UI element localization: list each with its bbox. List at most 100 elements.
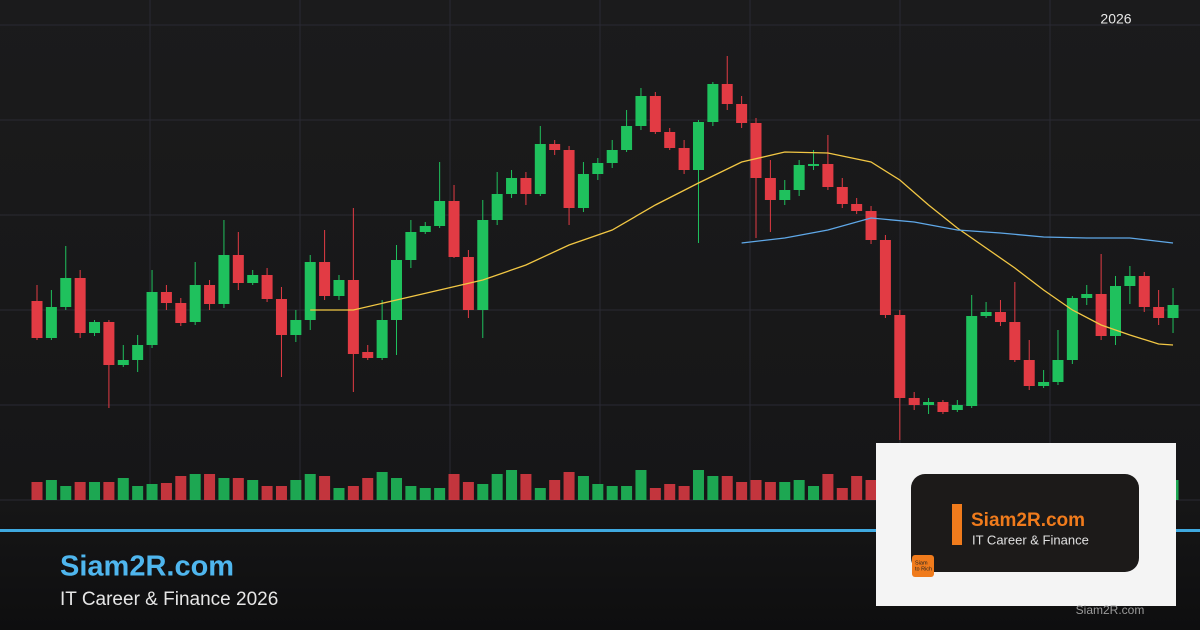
candle-body bbox=[275, 299, 287, 335]
logo-badge-top: Siam bbox=[915, 560, 928, 566]
volume-bar bbox=[822, 474, 834, 500]
candle-body bbox=[45, 307, 57, 338]
volume-bar bbox=[89, 482, 101, 500]
candle-body bbox=[606, 150, 618, 163]
candle-body bbox=[1052, 360, 1064, 382]
candle-body bbox=[793, 165, 805, 190]
candle-body bbox=[189, 285, 201, 322]
volume-bar bbox=[160, 483, 172, 500]
candle-body bbox=[649, 96, 661, 132]
candle-body bbox=[779, 190, 791, 200]
candle-body bbox=[851, 204, 863, 211]
volume-bar bbox=[103, 482, 115, 500]
moving-average bbox=[741, 217, 1174, 244]
candle-body bbox=[549, 144, 561, 150]
volume-bar bbox=[132, 486, 144, 500]
volume-bar bbox=[836, 488, 848, 500]
volume-bar bbox=[261, 486, 273, 500]
candle-body bbox=[247, 275, 259, 283]
candle-body bbox=[74, 278, 86, 333]
volume-bar bbox=[764, 482, 776, 500]
candle-body bbox=[405, 232, 417, 260]
candle-body bbox=[290, 320, 302, 335]
logo-bar bbox=[952, 504, 962, 545]
volume-bar bbox=[635, 470, 647, 500]
logo-badge bbox=[912, 555, 934, 577]
candle-body bbox=[319, 262, 331, 296]
candle-body bbox=[736, 104, 748, 123]
volume-bar bbox=[218, 478, 230, 500]
divider bbox=[0, 529, 1200, 532]
volume-bar bbox=[606, 486, 618, 500]
volume-bar bbox=[462, 482, 474, 500]
volume-bar bbox=[376, 472, 388, 500]
volume-bar bbox=[592, 484, 604, 500]
volume-bar bbox=[520, 474, 532, 500]
grid bbox=[0, 0, 1200, 501]
candle-body bbox=[563, 150, 575, 208]
candle-body bbox=[1153, 307, 1165, 318]
candle-body bbox=[692, 122, 704, 170]
candle-body bbox=[707, 84, 719, 122]
candle-body bbox=[894, 315, 906, 398]
volume-bar bbox=[678, 486, 690, 500]
candle-body bbox=[1038, 382, 1050, 386]
volume-bar bbox=[707, 476, 719, 500]
candle-body bbox=[347, 280, 359, 354]
candle-body bbox=[391, 260, 402, 320]
candle-body bbox=[621, 126, 633, 150]
candle-body bbox=[966, 316, 978, 406]
volume-bar bbox=[419, 488, 431, 500]
candle-body bbox=[477, 220, 489, 310]
year-label: 2026 bbox=[1100, 11, 1131, 27]
candle-body bbox=[1095, 294, 1107, 336]
candle-body bbox=[132, 345, 144, 360]
volume-bar bbox=[347, 486, 359, 500]
moving-average bbox=[310, 151, 1174, 346]
candle-body bbox=[879, 240, 891, 315]
candle-body bbox=[822, 164, 834, 187]
logo-panel: Siam2R.com IT Career & Finance Siam to R… bbox=[876, 443, 1176, 606]
candle-body bbox=[750, 123, 762, 178]
candle-body bbox=[520, 178, 532, 194]
candle-body bbox=[1167, 305, 1179, 318]
logo-badge-bottom: to Rich bbox=[915, 566, 932, 572]
watermark: Siam2R.com bbox=[1076, 603, 1145, 617]
volume-bar bbox=[333, 488, 345, 500]
logo-card bbox=[911, 474, 1139, 572]
volume-bar bbox=[649, 488, 661, 500]
candle-body bbox=[1110, 286, 1121, 336]
volume-bar bbox=[692, 470, 704, 500]
candle-body bbox=[304, 262, 316, 320]
volume-bar bbox=[621, 486, 633, 500]
volume-bar bbox=[175, 476, 187, 500]
candle-body bbox=[908, 398, 920, 405]
candle-body bbox=[1009, 322, 1021, 360]
candle-body bbox=[103, 322, 115, 365]
volume-bar bbox=[779, 482, 791, 500]
candle-body bbox=[146, 292, 158, 345]
volume-bar bbox=[865, 480, 877, 500]
logo-name: Siam2R.com bbox=[971, 510, 1085, 531]
candle-body bbox=[434, 201, 446, 226]
volume-bar bbox=[362, 478, 374, 500]
candle-body bbox=[117, 360, 129, 365]
candle-body bbox=[1023, 360, 1035, 386]
candle-body bbox=[376, 320, 388, 358]
volume-bar bbox=[736, 482, 748, 500]
candle-body bbox=[491, 194, 503, 220]
plot-area bbox=[31, 56, 1179, 500]
volume-bar bbox=[275, 486, 287, 500]
candle-body bbox=[994, 312, 1006, 322]
candle-body bbox=[764, 178, 776, 200]
candle-body bbox=[31, 301, 43, 338]
volume-bar bbox=[204, 474, 216, 500]
candle-body bbox=[951, 405, 963, 410]
volume-bar bbox=[808, 486, 820, 500]
candle-body bbox=[534, 144, 546, 194]
volume-bar bbox=[491, 474, 503, 500]
candle-body bbox=[419, 226, 431, 232]
candle-body bbox=[980, 312, 992, 316]
volume-bar bbox=[74, 482, 86, 500]
